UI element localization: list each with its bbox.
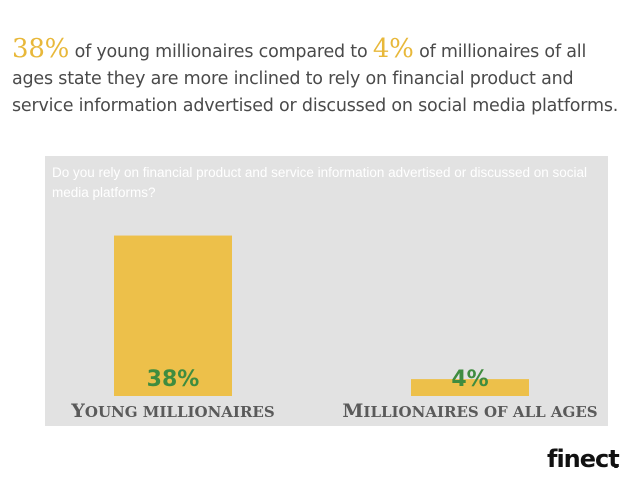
headline-text-part2: of millionaires of all ages state they a… [12,42,619,116]
chart-panel: Do you rely on financial product and ser… [45,156,608,426]
finect-logo: finect [547,445,620,473]
bar-chart: 38% YOUNG MILLIONAIRES 4% MILLIONAIRES OF A… [70,235,598,422]
value-label-1: 38% [147,367,200,392]
chart-title: Do you rely on financial product and ser… [52,165,588,200]
category-label-2: MILLIONAIRES OF ALL AGES [342,400,597,422]
logo-mark-icon [614,464,618,468]
headline-pct-young: 38% [12,34,70,64]
bar-1 [114,235,232,396]
headline-pct-all: 4% [372,34,414,64]
category-label-1: YOUNG MILLIONAIRES [70,400,274,422]
headline-text-part1: of young millionaires compared to [69,42,373,62]
headline: 38% of young millionaires compared to 4%… [12,36,632,120]
value-label-2: 4% [451,367,488,392]
bar-2 [411,379,529,396]
